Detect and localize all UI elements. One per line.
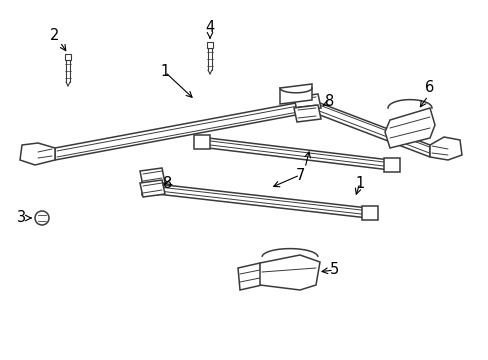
Text: 8: 8: [325, 94, 334, 109]
Polygon shape: [142, 181, 158, 195]
Polygon shape: [65, 54, 71, 60]
Polygon shape: [206, 42, 213, 48]
Text: 1: 1: [355, 175, 364, 190]
Text: 1: 1: [160, 64, 169, 80]
Polygon shape: [140, 168, 164, 186]
Polygon shape: [311, 100, 429, 157]
Polygon shape: [293, 94, 320, 111]
Polygon shape: [429, 137, 461, 160]
Polygon shape: [200, 137, 389, 170]
Polygon shape: [148, 183, 367, 218]
Text: 2: 2: [50, 27, 60, 42]
Polygon shape: [260, 255, 319, 290]
Polygon shape: [238, 263, 262, 290]
Text: 5: 5: [329, 262, 338, 278]
Polygon shape: [384, 108, 434, 148]
Text: 6: 6: [425, 81, 434, 95]
Polygon shape: [280, 84, 311, 104]
Polygon shape: [140, 180, 164, 197]
Polygon shape: [194, 135, 209, 149]
Text: 3: 3: [18, 211, 26, 225]
Polygon shape: [383, 158, 399, 172]
Text: 7: 7: [295, 167, 304, 183]
Polygon shape: [361, 206, 377, 220]
Polygon shape: [20, 143, 55, 165]
Polygon shape: [293, 105, 320, 122]
Text: 8: 8: [163, 175, 172, 190]
Text: 4: 4: [205, 21, 214, 36]
Polygon shape: [55, 100, 311, 160]
